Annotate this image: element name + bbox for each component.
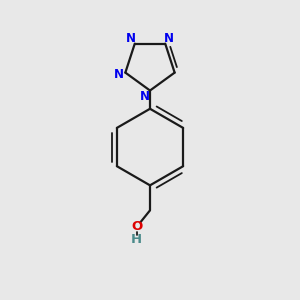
- Text: N: N: [164, 32, 174, 45]
- Text: N: N: [114, 68, 124, 81]
- Text: N: N: [140, 91, 150, 103]
- Text: N: N: [126, 32, 136, 45]
- Text: O: O: [131, 220, 142, 233]
- Text: H: H: [131, 233, 142, 246]
